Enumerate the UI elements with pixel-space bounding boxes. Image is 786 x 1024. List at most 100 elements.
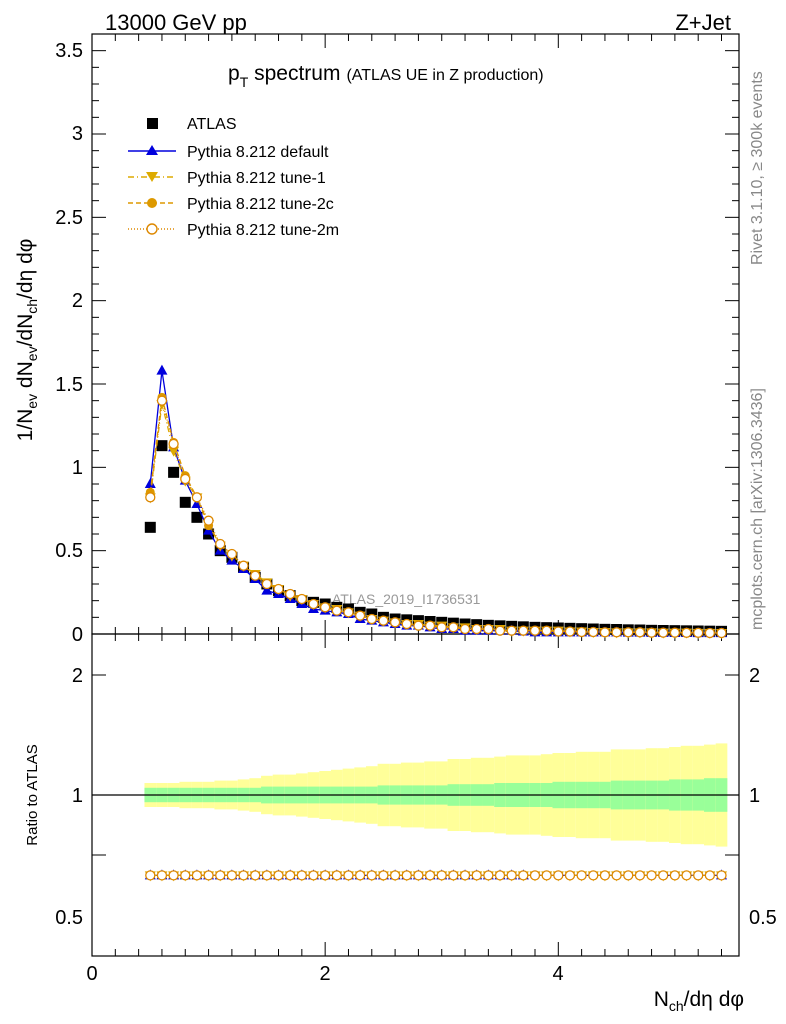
- mc-data-point: [215, 538, 226, 550]
- mc-data-point: [483, 623, 494, 635]
- mc-data-point: [681, 627, 692, 638]
- header-right: Z+Jet: [675, 10, 731, 35]
- mc-data-point: [553, 626, 564, 637]
- ytick-label: 2.5: [55, 207, 83, 229]
- mc-data-point: [238, 560, 249, 571]
- ratio-data-point: [506, 870, 517, 881]
- mc-data-point: [436, 622, 447, 633]
- mc-data-point: [401, 618, 412, 630]
- xtick-label: 2: [319, 963, 330, 985]
- x-tick-labels: 0 2 4: [86, 963, 563, 985]
- legend-marker-atlas: [147, 118, 158, 129]
- xtick-label: 4: [552, 963, 563, 985]
- ratio-data-point: [203, 870, 214, 881]
- ratio-data-point: [518, 870, 529, 881]
- mc-data-point: [273, 583, 284, 595]
- ratio-data-point: [261, 870, 273, 881]
- mc-data-point: [285, 588, 296, 600]
- ratio-data-point: [529, 870, 541, 881]
- mc-data-point: [611, 627, 622, 638]
- mc-data-point: [144, 478, 156, 488]
- ratio-data-point: [331, 870, 342, 881]
- ytick-label: 3.5: [55, 40, 83, 62]
- ratio-data-point: [448, 870, 459, 881]
- mc-data-point: [203, 515, 214, 526]
- mc-data-point: [389, 617, 401, 628]
- mc-data-point: [226, 548, 238, 560]
- ratio-data-point: [611, 870, 622, 881]
- ratio-data-point: [588, 870, 599, 881]
- mc-data-point: [250, 570, 261, 581]
- mcplots-label: mcplots.cern.ch [arXiv:1306.3436]: [749, 388, 766, 630]
- ratio-data-point: [553, 870, 564, 881]
- ratio-data-point: [576, 870, 587, 881]
- ratio-data-point: [681, 870, 692, 881]
- mc-data-point: [658, 627, 669, 638]
- ratio-ytick-label-right: 1: [749, 785, 760, 807]
- x-axis-title: Nch/dη dφ: [654, 988, 744, 1014]
- ratio-data-point: [168, 870, 179, 881]
- ratio-data-point: [494, 870, 506, 881]
- mc-data-point: [191, 492, 203, 503]
- ytick-label: 2: [72, 290, 83, 312]
- ratio-data-point: [693, 870, 704, 881]
- ratio-data-point: [378, 870, 389, 881]
- mc-data-point: [471, 623, 482, 635]
- ratio-data-point: [320, 870, 331, 881]
- atlas-data-point: [168, 466, 180, 478]
- mc-data-point: [145, 492, 156, 503]
- mc-data-point: [413, 620, 424, 631]
- ratio-data-point: [354, 870, 366, 881]
- mc-data-point: [261, 584, 273, 595]
- ratio-data-point: [634, 870, 646, 881]
- plot-title: pT spectrum (ATLAS UE in Z production): [228, 62, 544, 90]
- ratio-data-point: [669, 870, 681, 881]
- xtick-label: 0: [86, 963, 97, 985]
- ratio-data-point: [296, 870, 307, 881]
- mc-data-point: [156, 395, 168, 406]
- ratio-data-point: [459, 870, 471, 881]
- mc-data-point: [180, 473, 191, 485]
- ratio-data-point: [366, 870, 377, 881]
- mc-data-point: [320, 602, 331, 613]
- ytick-label: 0.5: [55, 540, 83, 562]
- ratio-y-tick-labels: 0.5 1 2 0.5 1 2: [55, 665, 777, 929]
- ratio-ytick-label-right: 0.5: [749, 907, 777, 929]
- ratio-data-point: [716, 870, 727, 881]
- mc-data-point: [588, 626, 599, 638]
- mc-data-point: [459, 623, 471, 635]
- legend-label: Pythia 8.212 default: [187, 144, 329, 161]
- ratio-ytick-label-left: 0.5: [55, 907, 83, 929]
- mc-data-point: [366, 613, 377, 625]
- ratio-data-point: [238, 870, 249, 881]
- mc-data-point: [599, 627, 611, 638]
- mc-data-point: [168, 446, 180, 457]
- ratio-ytick-label-right: 2: [749, 665, 760, 687]
- ratio-data-point: [564, 870, 576, 881]
- atlas-data-point: [156, 440, 168, 452]
- rivet-label: Rivet 3.1.10, ≥ 300k events: [749, 71, 766, 265]
- main-series-layer: [144, 364, 728, 639]
- mc-data-point: [378, 615, 389, 626]
- ratio-data-point: [343, 870, 354, 881]
- y-axis-title: 1/Nev dNev/dNch/dη dφ: [14, 239, 40, 442]
- legend: ATLAS Pythia 8.212 default Pythia 8.212 …: [128, 116, 339, 239]
- ratio-y-axis-title: Ratio to ATLAS: [24, 744, 41, 845]
- mc-data-point: [506, 625, 517, 636]
- atlas-data-point: [144, 521, 156, 533]
- mc-data-point: [448, 622, 459, 633]
- mc-data-point: [623, 627, 634, 638]
- mc-data-point: [564, 626, 576, 637]
- legend-label: Pythia 8.212 tune-2m: [187, 222, 339, 239]
- mc-data-point: [541, 625, 552, 636]
- mc-data-point: [646, 627, 657, 638]
- mc-data-point: [518, 625, 529, 636]
- ratio-data-point: [471, 870, 482, 881]
- ratio-data-point: [623, 870, 634, 881]
- ratio-data-point: [285, 870, 296, 881]
- legend-marker-default: [146, 145, 158, 155]
- ratio-data-point: [541, 870, 552, 881]
- mc-series-line: [149, 403, 722, 634]
- legend-label: ATLAS: [187, 116, 237, 133]
